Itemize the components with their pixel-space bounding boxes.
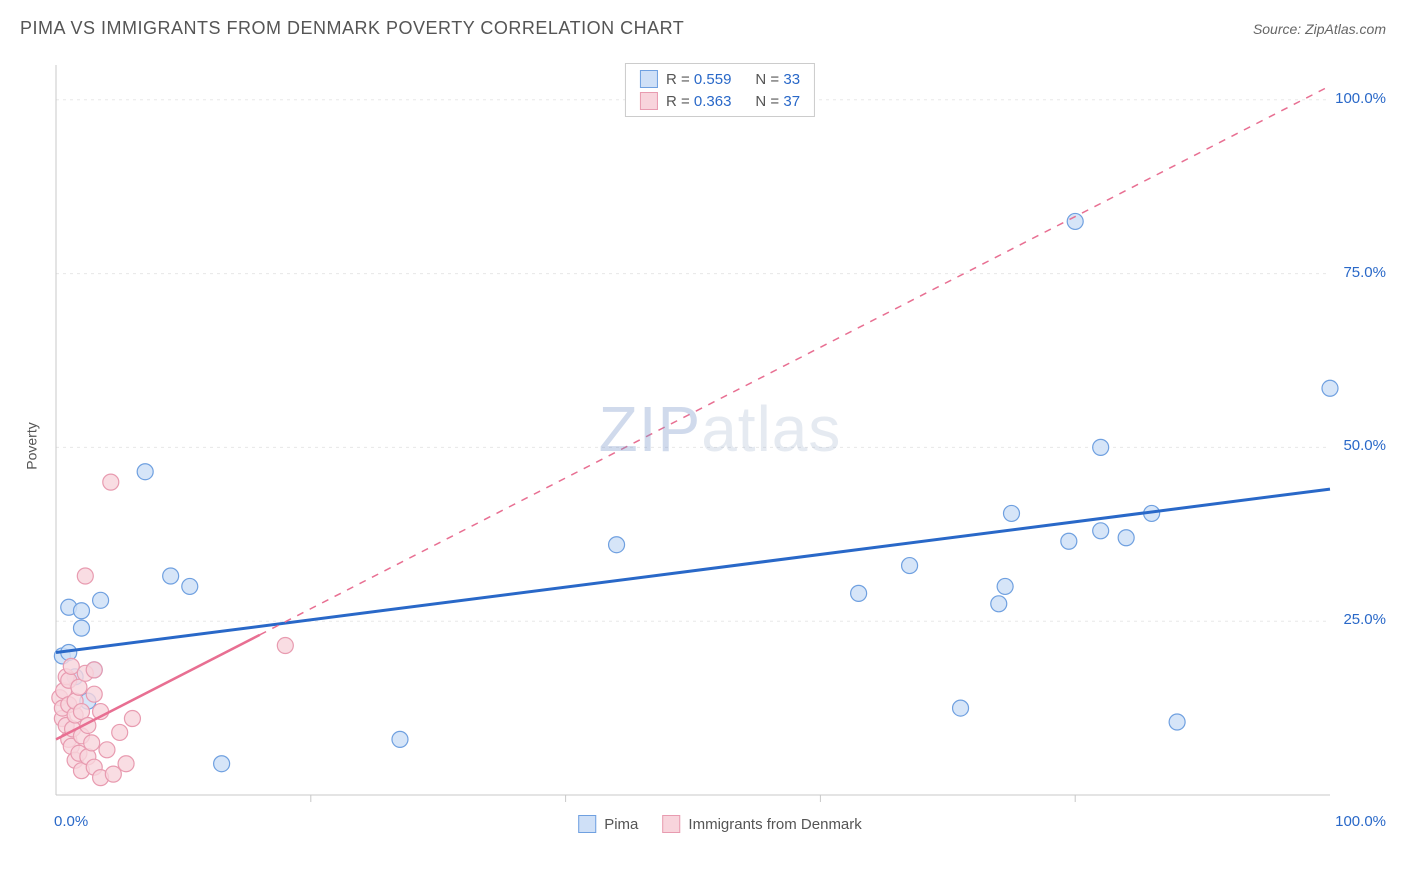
chart-header: PIMA VS IMMIGRANTS FROM DENMARK POVERTY … [20, 18, 1386, 39]
chart-title: PIMA VS IMMIGRANTS FROM DENMARK POVERTY … [20, 18, 684, 39]
legend-swatch [640, 92, 658, 110]
y-tick-label: 100.0% [1335, 90, 1386, 107]
chart-area: ZIPatlas R = 0.559N = 33R = 0.363N = 37 … [50, 55, 1390, 835]
legend-swatch [662, 815, 680, 833]
series-label: Immigrants from Denmark [688, 816, 861, 833]
series-label: Pima [604, 816, 638, 833]
x-max-label: 100.0% [1335, 813, 1386, 830]
r-stat: R = 0.559 [666, 71, 731, 88]
r-stat: R = 0.363 [666, 93, 731, 110]
n-stat: N = 33 [755, 71, 800, 88]
correlation-legend-row: R = 0.559 N = 33 [626, 68, 814, 90]
y-tick-label: 75.0% [1343, 264, 1386, 281]
y-tick-label: 50.0% [1343, 437, 1386, 454]
series-legend-item: Immigrants from Denmark [662, 815, 861, 833]
correlation-legend: R = 0.559 N = 33 R = 0.363 N = 37 [625, 63, 815, 117]
y-axis-label: Poverty [24, 422, 40, 469]
scatter-plot [50, 55, 1390, 835]
legend-swatch [640, 70, 658, 88]
source-attribution: Source: ZipAtlas.com [1253, 21, 1386, 37]
y-tick-label: 25.0% [1343, 611, 1386, 628]
correlation-legend-row: R = 0.363 N = 37 [626, 90, 814, 112]
series-legend: Pima Immigrants from Denmark [578, 815, 862, 833]
source-name: ZipAtlas.com [1305, 21, 1386, 37]
n-stat: N = 37 [755, 93, 800, 110]
x-min-label: 0.0% [54, 813, 88, 830]
source-prefix: Source: [1253, 21, 1305, 37]
series-legend-item: Pima [578, 815, 638, 833]
legend-swatch [578, 815, 596, 833]
